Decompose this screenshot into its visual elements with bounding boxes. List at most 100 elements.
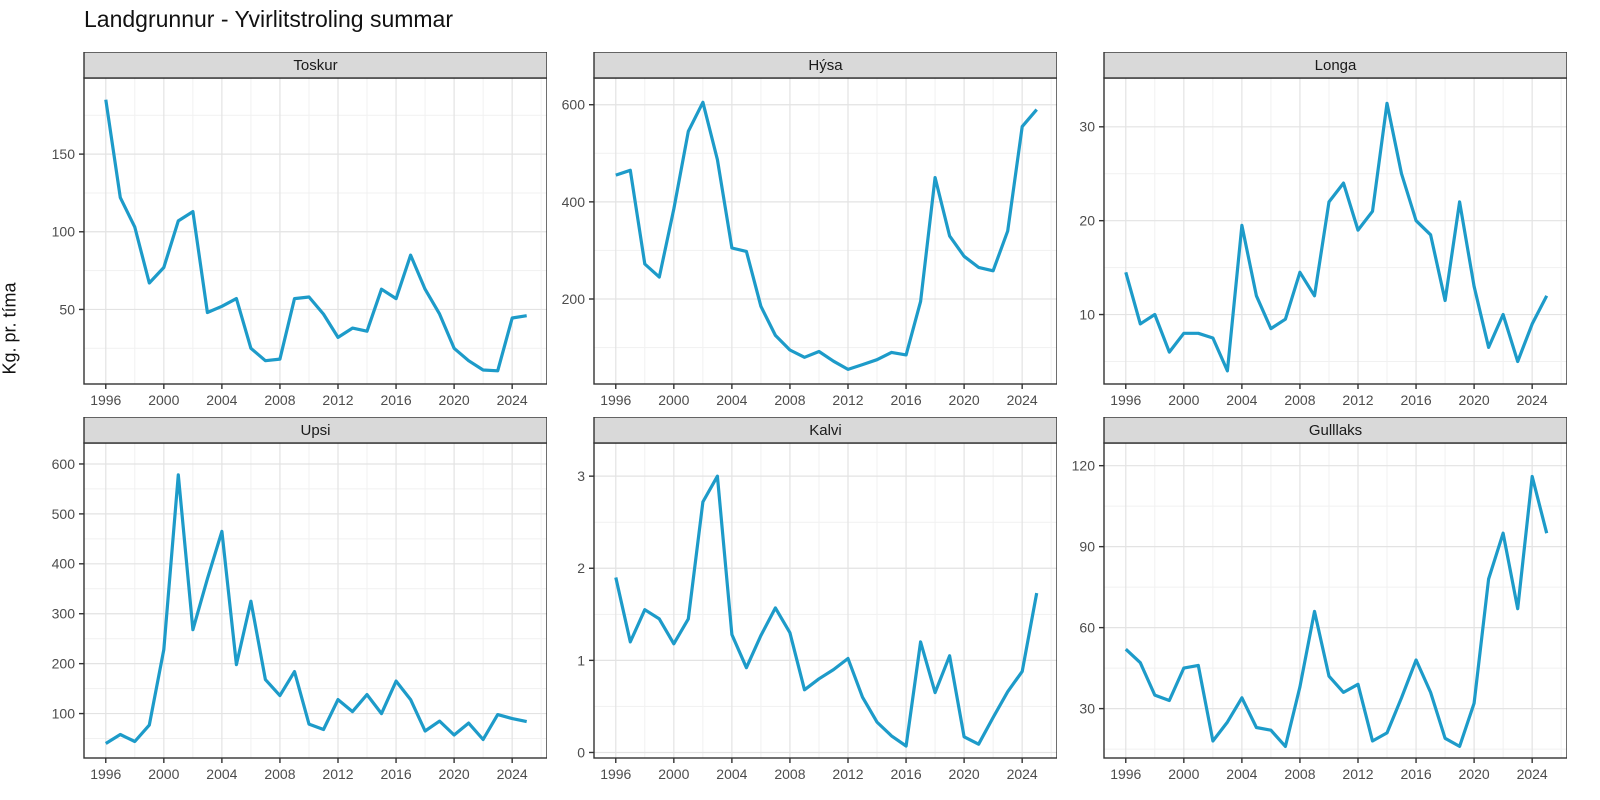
x-tick-label: 1996 — [90, 392, 121, 408]
y-tick-label: 400 — [562, 194, 586, 210]
y-tick-label: 0 — [577, 744, 585, 760]
x-tick-label: 2024 — [1517, 392, 1548, 408]
data-line-gulllaks — [1124, 474, 1549, 748]
x-tick-label: 2016 — [890, 766, 921, 782]
x-tick-label: 2016 — [380, 766, 411, 782]
facet-strip — [1103, 52, 1567, 79]
y-tick-label: 500 — [52, 506, 76, 522]
y-tick-label: 100 — [52, 705, 76, 721]
x-tick-label: 2008 — [264, 766, 295, 782]
x-tick-label: 2016 — [1400, 766, 1431, 782]
y-tick-label: 200 — [52, 656, 76, 672]
x-tick-label: 2004 — [206, 766, 237, 782]
x-tick-label: 2024 — [1007, 766, 1038, 782]
x-tick-label: 2000 — [658, 392, 689, 408]
x-tick-label: 2016 — [380, 392, 411, 408]
facet-strip-label: Upsi — [300, 422, 330, 439]
x-tick-label: 2020 — [1459, 392, 1490, 408]
facet-upsi: Upsi 1996 2000 2004 2008 2012 2016 2020 2024 100 2… — [52, 417, 547, 782]
x-tick-label: 1996 — [1110, 766, 1141, 782]
x-tick-label: 2012 — [1342, 766, 1373, 782]
facet-strip — [593, 52, 1057, 79]
panel-background — [1104, 78, 1567, 384]
x-tick-label: 2020 — [1459, 766, 1490, 782]
x-tick-label: 2008 — [1284, 392, 1315, 408]
panel-background — [594, 78, 1057, 384]
x-tick-label: 2024 — [1007, 392, 1038, 408]
data-line-kalvi — [614, 474, 1039, 748]
data-line-toskur — [104, 99, 527, 373]
x-tick-label: 2004 — [206, 392, 237, 408]
y-tick-label: 20 — [1079, 213, 1095, 229]
x-tick-label: 2012 — [832, 766, 863, 782]
x-tick-label: 2024 — [497, 392, 528, 408]
y-tick-label: 600 — [562, 97, 586, 113]
x-tick-label: 2008 — [264, 392, 295, 408]
facet-gulllaks: Gulllaks 1996 2000 2004 2008 2012 2016 2020 2024… — [1072, 417, 1567, 782]
x-tick-label: 1996 — [600, 392, 631, 408]
panel-background — [84, 78, 547, 384]
x-tick-label: 2016 — [1400, 392, 1431, 408]
x-tick-label: 2020 — [949, 392, 980, 408]
x-tick-label: 2004 — [1226, 766, 1257, 782]
panel-background — [594, 443, 1057, 758]
x-tick-label: 2024 — [497, 766, 528, 782]
x-tick-label: 2024 — [1517, 766, 1548, 782]
x-tick-label: 2008 — [1284, 766, 1315, 782]
x-tick-label: 1996 — [1110, 392, 1141, 408]
x-tick-label: 2016 — [890, 392, 921, 408]
facet-toskur: Toskur 1996 2000 2004 2008 2012 2016 2020 2024 50… — [52, 52, 547, 408]
y-tick-label: 1 — [577, 652, 585, 668]
y-tick-label: 100 — [52, 224, 76, 240]
x-tick-label: 2020 — [439, 766, 470, 782]
x-tick-label: 2004 — [716, 766, 747, 782]
y-tick-label: 60 — [1079, 620, 1095, 636]
facet-strip — [83, 52, 547, 79]
x-tick-label: 2000 — [1168, 766, 1199, 782]
facet-kalvi: Kalvi 1996 2000 2004 2008 2012 2016 2020 2024 0 1 2… — [577, 417, 1057, 782]
facet-strip-label: Longa — [1315, 57, 1357, 74]
y-tick-label: 400 — [52, 556, 76, 572]
facet-strip — [593, 417, 1057, 444]
x-tick-label: 2000 — [148, 766, 179, 782]
x-tick-label: 2000 — [1168, 392, 1199, 408]
x-tick-label: 2000 — [658, 766, 689, 782]
x-tick-label: 2012 — [1342, 392, 1373, 408]
y-tick-label: 10 — [1079, 306, 1095, 322]
facet-hysa: Hýsa 1996 2000 2004 2008 2012 2016 2020 2024 200 4… — [562, 52, 1057, 408]
x-tick-label: 2000 — [148, 392, 179, 408]
y-tick-label: 150 — [52, 146, 76, 162]
y-axis-title: Kg. pr. tíma — [0, 282, 20, 375]
y-tick-label: 90 — [1079, 539, 1095, 555]
x-tick-label: 2012 — [832, 392, 863, 408]
x-tick-label: 2004 — [1226, 392, 1257, 408]
facet-strip — [83, 417, 547, 444]
facet-strip — [1103, 417, 1567, 444]
data-line-upsi — [104, 473, 528, 745]
facet-strip-label: Toskur — [293, 57, 337, 74]
chart-title: Landgrunnur - Yvirlitstroling summar — [84, 6, 454, 32]
x-tick-label: 2008 — [774, 392, 805, 408]
x-tick-label: 2020 — [949, 766, 980, 782]
y-tick-label: 3 — [577, 468, 585, 484]
x-tick-label: 2012 — [322, 392, 353, 408]
facet-strip-label: Gulllaks — [1309, 422, 1362, 439]
data-line-longa — [1124, 101, 1549, 373]
facet-strip-label: Hýsa — [808, 57, 843, 74]
y-tick-label: 50 — [59, 301, 75, 317]
x-tick-label: 1996 — [90, 766, 121, 782]
y-tick-label: 200 — [562, 291, 586, 307]
x-tick-label: 2004 — [716, 392, 747, 408]
panel-background — [84, 443, 547, 758]
y-tick-label: 30 — [1079, 119, 1095, 135]
y-tick-label: 300 — [52, 606, 76, 622]
y-tick-label: 30 — [1079, 701, 1095, 717]
y-tick-label: 120 — [1072, 458, 1096, 474]
data-line-hysa — [615, 100, 1038, 371]
facet-longa: Longa 1996 2000 2004 2008 2012 2016 2020 2024 10 2… — [1079, 52, 1567, 408]
x-tick-label: 1996 — [600, 766, 631, 782]
y-tick-label: 2 — [577, 560, 585, 576]
x-tick-label: 2012 — [322, 766, 353, 782]
panel-background — [1104, 443, 1567, 758]
